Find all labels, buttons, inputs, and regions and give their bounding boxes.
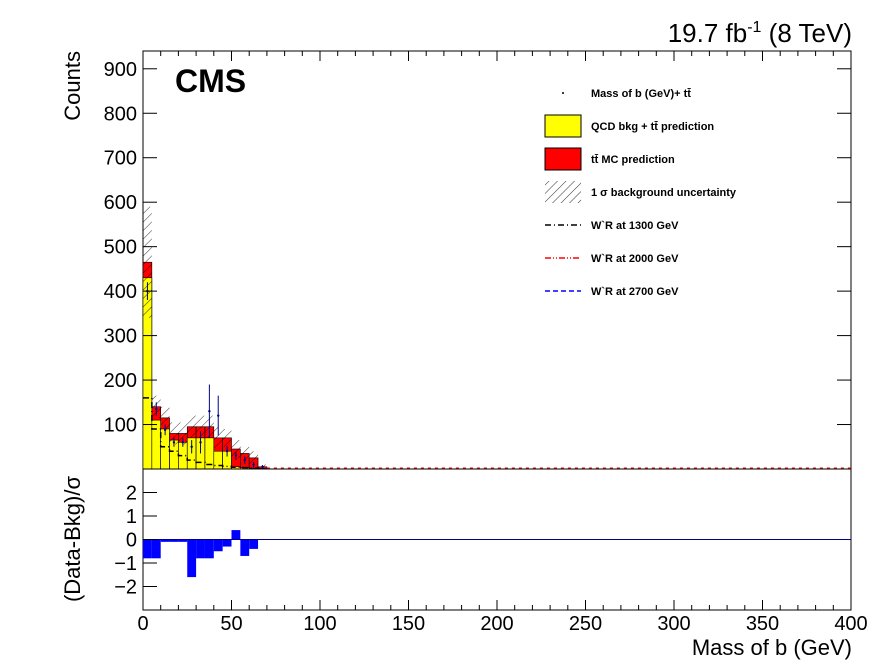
ratio-bar: [213, 539, 223, 552]
ratio-bar: [196, 539, 205, 559]
data-point: [190, 445, 193, 448]
y-tick-label: 400: [104, 281, 137, 303]
x-tick-label: 350: [746, 613, 779, 635]
legend-marker: [562, 92, 564, 94]
lumi-value: 19.7 fb: [668, 18, 748, 48]
data-point: [208, 409, 211, 413]
main-panel: 100 200 300 400 500 600 700 800 900 Counts CMS M…: [60, 50, 852, 470]
legend: Mass of b (GeV)+ tt̄ QCD bkg + tt̄ predic…: [544, 88, 737, 298]
ratio-bar: [143, 539, 152, 559]
ratio-bar: [187, 539, 197, 578]
data-point: [261, 465, 264, 468]
uncertainty-band: [178, 422, 188, 445]
y-tick-label: 900: [104, 59, 137, 81]
legend-qcd-swatch: [544, 114, 582, 138]
data-point: [243, 458, 246, 462]
x-tick-label: 300: [657, 613, 690, 635]
legend-label: W`R at 2000 GeV: [591, 253, 679, 265]
ratio-y-tick-label: −1: [114, 553, 137, 575]
uncertainty-band: [249, 451, 259, 465]
ratio-bar: [160, 539, 170, 542]
ratio-y-tick-label: 2: [126, 483, 137, 505]
ratio-y-axis-label: (Data-Bkg)/σ: [60, 476, 85, 602]
ratio-panel: 210−1−2 0 50 100 150 200 250 300 350 400 (Data-B…: [60, 51, 868, 660]
uncertainty-band: [240, 446, 250, 461]
ratio-y-axis-ticks: 210−1−2: [114, 483, 157, 599]
uncertainty-band: [169, 422, 179, 445]
main-y-axis-ticks: 100 200 300 400 500 600 700 800 900: [104, 59, 851, 437]
x-tick-label: 0: [137, 613, 148, 635]
legend-ttbar-swatch: [544, 147, 582, 171]
data-point: [163, 428, 167, 432]
legend-label: 1 σ background uncertainty: [591, 187, 737, 199]
qcd-bar: [213, 450, 223, 470]
ratio-bars: [143, 530, 851, 578]
uncertainty-band: [187, 415, 197, 438]
legend-label: W`R at 1300 GeV: [591, 220, 679, 232]
wr-1300-line: [143, 397, 267, 470]
ratio-bar: [231, 530, 241, 540]
data-point: [225, 450, 229, 453]
y-tick-label: 200: [104, 370, 137, 392]
ratio-bar: [222, 539, 232, 547]
qcd-bar: [151, 419, 162, 470]
y-tick-label: 800: [104, 103, 137, 125]
ratio-bar: [204, 539, 214, 559]
data-point: [155, 407, 158, 411]
uncertainty-band: [231, 440, 241, 458]
x-tick-label: 200: [480, 613, 513, 635]
y-tick-label: 700: [104, 148, 137, 170]
ratio-bar: [240, 539, 250, 556]
ratio-bar: [249, 539, 259, 549]
x-tick-label: 100: [303, 613, 336, 635]
y-tick-label: 100: [104, 415, 137, 437]
ratio-x-axis-ticks: 0 50 100 150 200 250 300 350 400: [137, 51, 868, 635]
uncertainty-band: [196, 415, 205, 438]
uncertainty-band: [213, 426, 223, 449]
data-point: [181, 441, 185, 444]
legend-label: Mass of b (GeV)+ tt̄: [591, 88, 691, 100]
lumi-exponent: -1: [747, 19, 761, 36]
uncertainty-band: [143, 206, 152, 318]
data-point: [252, 463, 255, 466]
ratio-bar: [169, 539, 179, 542]
data-point: [199, 441, 202, 444]
data-point: [234, 454, 238, 457]
lumi-label: 19.7 fb-1 (8 TeV): [668, 18, 852, 48]
x-axis-label: Mass of b (GeV): [692, 635, 852, 660]
data-point: [172, 441, 176, 444]
data-point: [217, 414, 220, 417]
legend-label: W`R at 2700 GeV: [591, 286, 679, 298]
y-tick-label: 500: [104, 237, 137, 259]
uncertainty-band: [222, 428, 232, 447]
legend-label: QCD bkg + tt̄ prediction: [591, 121, 714, 133]
legend-label: tt̄ MC prediction: [591, 154, 675, 166]
y-tick-label: 300: [104, 326, 137, 348]
ratio-y-tick-label: 0: [126, 530, 137, 552]
main-y-axis-label: Counts: [60, 51, 85, 121]
legend-uncertainty-swatch: [545, 181, 581, 203]
x-tick-label: 50: [220, 613, 242, 635]
main-plot-frame: [142, 50, 852, 470]
uncertainty-band: [160, 406, 170, 429]
main-histogram-marks: [142, 206, 851, 470]
x-tick-label: 400: [834, 613, 867, 635]
ratio-y-tick-label: −2: [114, 577, 137, 599]
x-tick-label: 250: [569, 613, 602, 635]
ratio-y-tick-label: 1: [126, 506, 137, 528]
ratio-bar: [178, 539, 188, 542]
y-tick-label: 600: [104, 192, 137, 214]
x-tick-label: 150: [392, 613, 425, 635]
cms-logo-text: CMS: [175, 63, 246, 99]
lumi-energy: (8 TeV): [761, 18, 852, 48]
ratio-bar: [151, 539, 161, 559]
